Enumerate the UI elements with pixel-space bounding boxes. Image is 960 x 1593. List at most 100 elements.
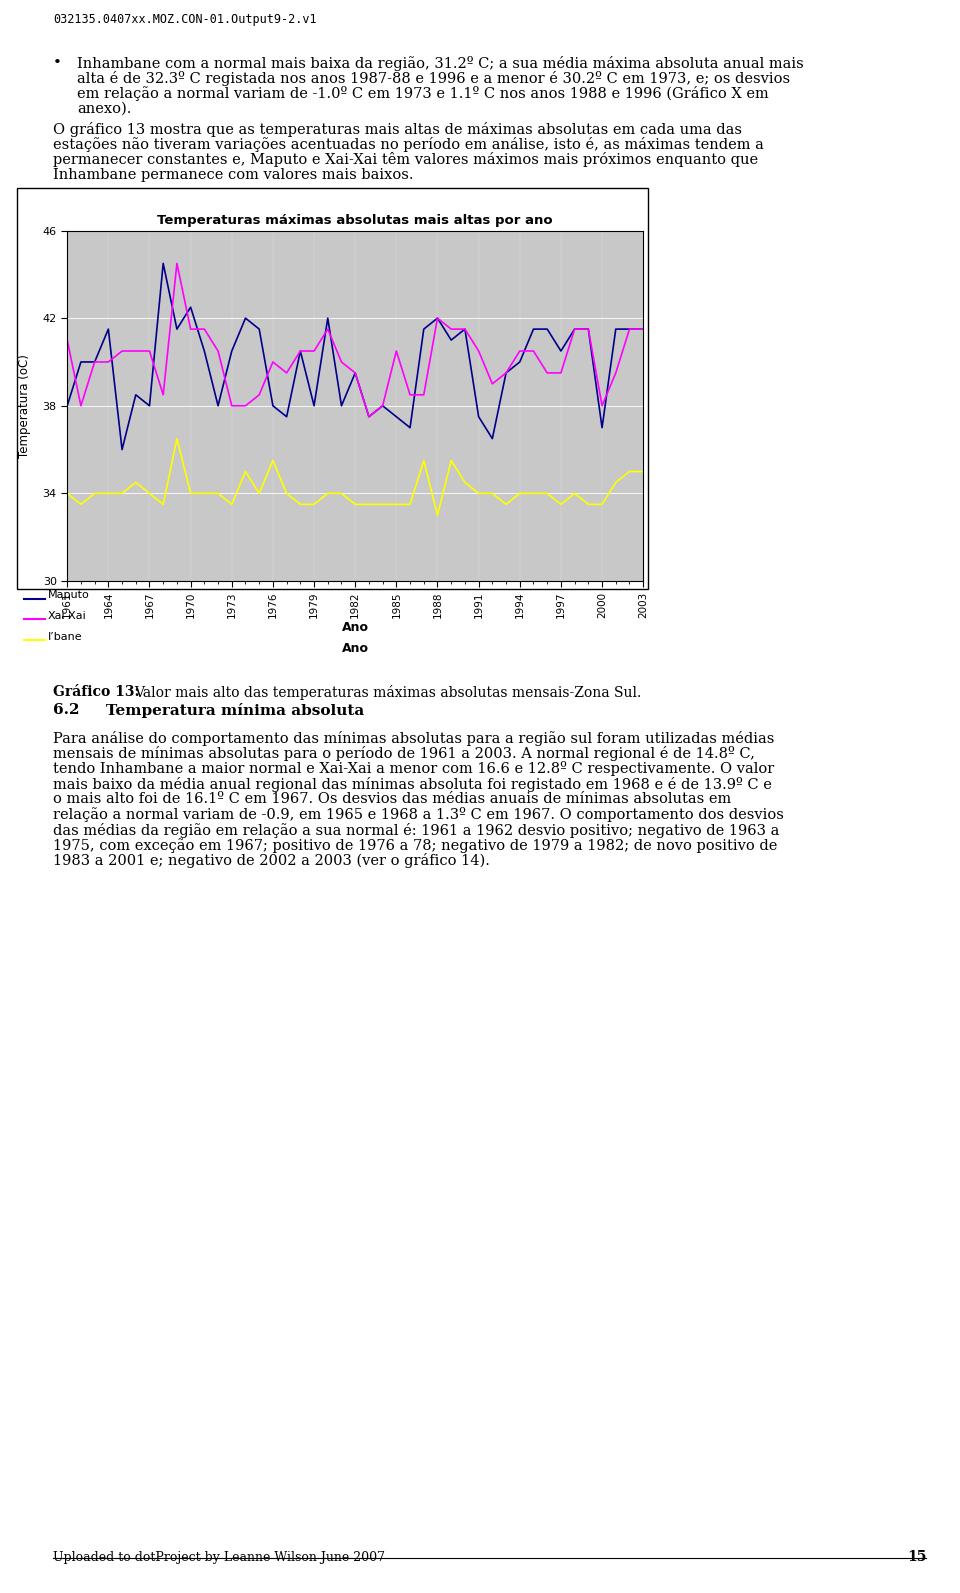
Xai-Xai	[308, 341, 320, 360]
Text: estações não tiveram variações acentuadas no período em análise, isto é, as máxi: estações não tiveram variações acentuada…	[53, 137, 763, 151]
I’bane	[637, 462, 649, 481]
I’bane	[569, 484, 581, 503]
Text: 15: 15	[907, 1550, 926, 1564]
Xai-Xai	[514, 341, 525, 360]
Maputo	[308, 397, 320, 416]
Text: anexo).: anexo).	[77, 102, 132, 116]
Text: Temperatura (oC): Temperatura (oC)	[17, 354, 31, 457]
Xai-Xai	[199, 320, 210, 339]
I’bane	[555, 495, 566, 515]
I’bane	[363, 495, 374, 515]
Text: Ano: Ano	[342, 642, 369, 655]
Maputo	[226, 341, 237, 360]
Maputo	[212, 397, 224, 416]
Xai-Xai	[212, 341, 224, 360]
Maputo	[267, 397, 278, 416]
I’bane	[281, 484, 293, 503]
Maputo	[116, 440, 128, 459]
Xai-Xai	[404, 386, 416, 405]
I’bane	[624, 462, 636, 481]
I’bane	[116, 484, 128, 503]
I’bane	[212, 484, 224, 503]
I’bane	[487, 484, 498, 503]
Maputo	[555, 341, 566, 360]
I’bane	[391, 495, 402, 515]
Maputo	[514, 352, 525, 371]
Title: Temperaturas máximas absolutas mais altas por ano: Temperaturas máximas absolutas mais alta…	[157, 213, 553, 226]
I’bane	[596, 495, 608, 515]
Text: Xai-Xai: Xai-Xai	[48, 612, 86, 621]
Maputo	[171, 320, 182, 339]
Maputo	[281, 408, 293, 427]
Maputo	[500, 363, 512, 382]
I’bane	[473, 484, 485, 503]
I’bane	[144, 484, 156, 503]
Text: em relação a normal variam de -1.0º C em 1973 e 1.1º C nos anos 1988 e 1996 (Grá: em relação a normal variam de -1.0º C em…	[77, 86, 769, 102]
Xai-Xai	[363, 408, 374, 427]
Xai-Xai	[541, 363, 553, 382]
I’bane	[75, 495, 86, 515]
Xai-Xai	[144, 341, 156, 360]
I’bane	[322, 484, 333, 503]
Text: •: •	[53, 56, 61, 70]
Xai-Xai	[61, 330, 73, 349]
Maputo	[199, 341, 210, 360]
I’bane	[610, 473, 621, 492]
Maputo	[418, 320, 429, 339]
Xai-Xai	[555, 363, 566, 382]
Maputo	[185, 298, 197, 317]
Xai-Xai	[569, 320, 581, 339]
I’bane	[295, 495, 306, 515]
Xai-Xai	[391, 341, 402, 360]
I’bane	[583, 495, 594, 515]
Text: 1983 a 2001 e; negativo de 2002 a 2003 (ver o gráfico 14).: 1983 a 2001 e; negativo de 2002 a 2003 (…	[53, 854, 490, 868]
Maputo	[336, 397, 348, 416]
Maputo	[445, 330, 457, 349]
Maputo	[391, 408, 402, 427]
Xai-Xai	[583, 320, 594, 339]
Xai-Xai	[226, 397, 237, 416]
Text: Gráfico 13:: Gráfico 13:	[53, 685, 139, 699]
Maputo	[377, 397, 389, 416]
I’bane	[541, 484, 553, 503]
I’bane	[267, 451, 278, 470]
Xai-Xai	[500, 363, 512, 382]
Text: relação a normal variam de -0.9, em 1965 e 1968 a 1.3º C em 1967. O comportament: relação a normal variam de -0.9, em 1965…	[53, 808, 783, 822]
I’bane	[199, 484, 210, 503]
Maputo	[432, 309, 444, 328]
Text: Valor mais alto das temperaturas máximas absolutas mensais-Zona Sul.: Valor mais alto das temperaturas máximas…	[134, 685, 641, 699]
I’bane	[171, 429, 182, 448]
Xai-Xai	[637, 320, 649, 339]
Maputo	[541, 320, 553, 339]
Text: o mais alto foi de 16.1º C em 1967. Os desvios das médias anuais de mínimas abso: o mais alto foi de 16.1º C em 1967. Os d…	[53, 792, 732, 806]
Xai-Xai	[75, 397, 86, 416]
Maputo	[103, 320, 114, 339]
I’bane	[432, 505, 444, 524]
Maputo	[583, 320, 594, 339]
Text: Para análise do comportamento das mínimas absolutas para a região sul foram util: Para análise do comportamento das mínima…	[53, 731, 774, 746]
Maputo	[295, 341, 306, 360]
Xai-Xai	[336, 352, 348, 371]
Xai-Xai	[459, 320, 470, 339]
Maputo	[569, 320, 581, 339]
I’bane	[103, 484, 114, 503]
Xai-Xai	[171, 253, 182, 272]
Xai-Xai	[377, 397, 389, 416]
Maputo	[637, 320, 649, 339]
Xai-Xai	[130, 341, 141, 360]
Text: Inhambane permanece com valores mais baixos.: Inhambane permanece com valores mais bai…	[53, 167, 414, 182]
Text: I’bane: I’bane	[48, 632, 83, 642]
Xai-Xai	[281, 363, 293, 382]
Maputo	[253, 320, 265, 339]
I’bane	[130, 473, 141, 492]
Maputo	[144, 397, 156, 416]
Maputo	[596, 417, 608, 436]
Maputo	[624, 320, 636, 339]
Xai-Xai	[185, 320, 197, 339]
I’bane	[89, 484, 101, 503]
Xai-Xai	[528, 341, 540, 360]
Xai-Xai	[267, 352, 278, 371]
Line: Maputo: Maputo	[67, 263, 643, 449]
Text: mensais de mínimas absolutas para o período de 1961 a 2003. A normal regional é : mensais de mínimas absolutas para o perí…	[53, 746, 755, 761]
Maputo	[89, 352, 101, 371]
